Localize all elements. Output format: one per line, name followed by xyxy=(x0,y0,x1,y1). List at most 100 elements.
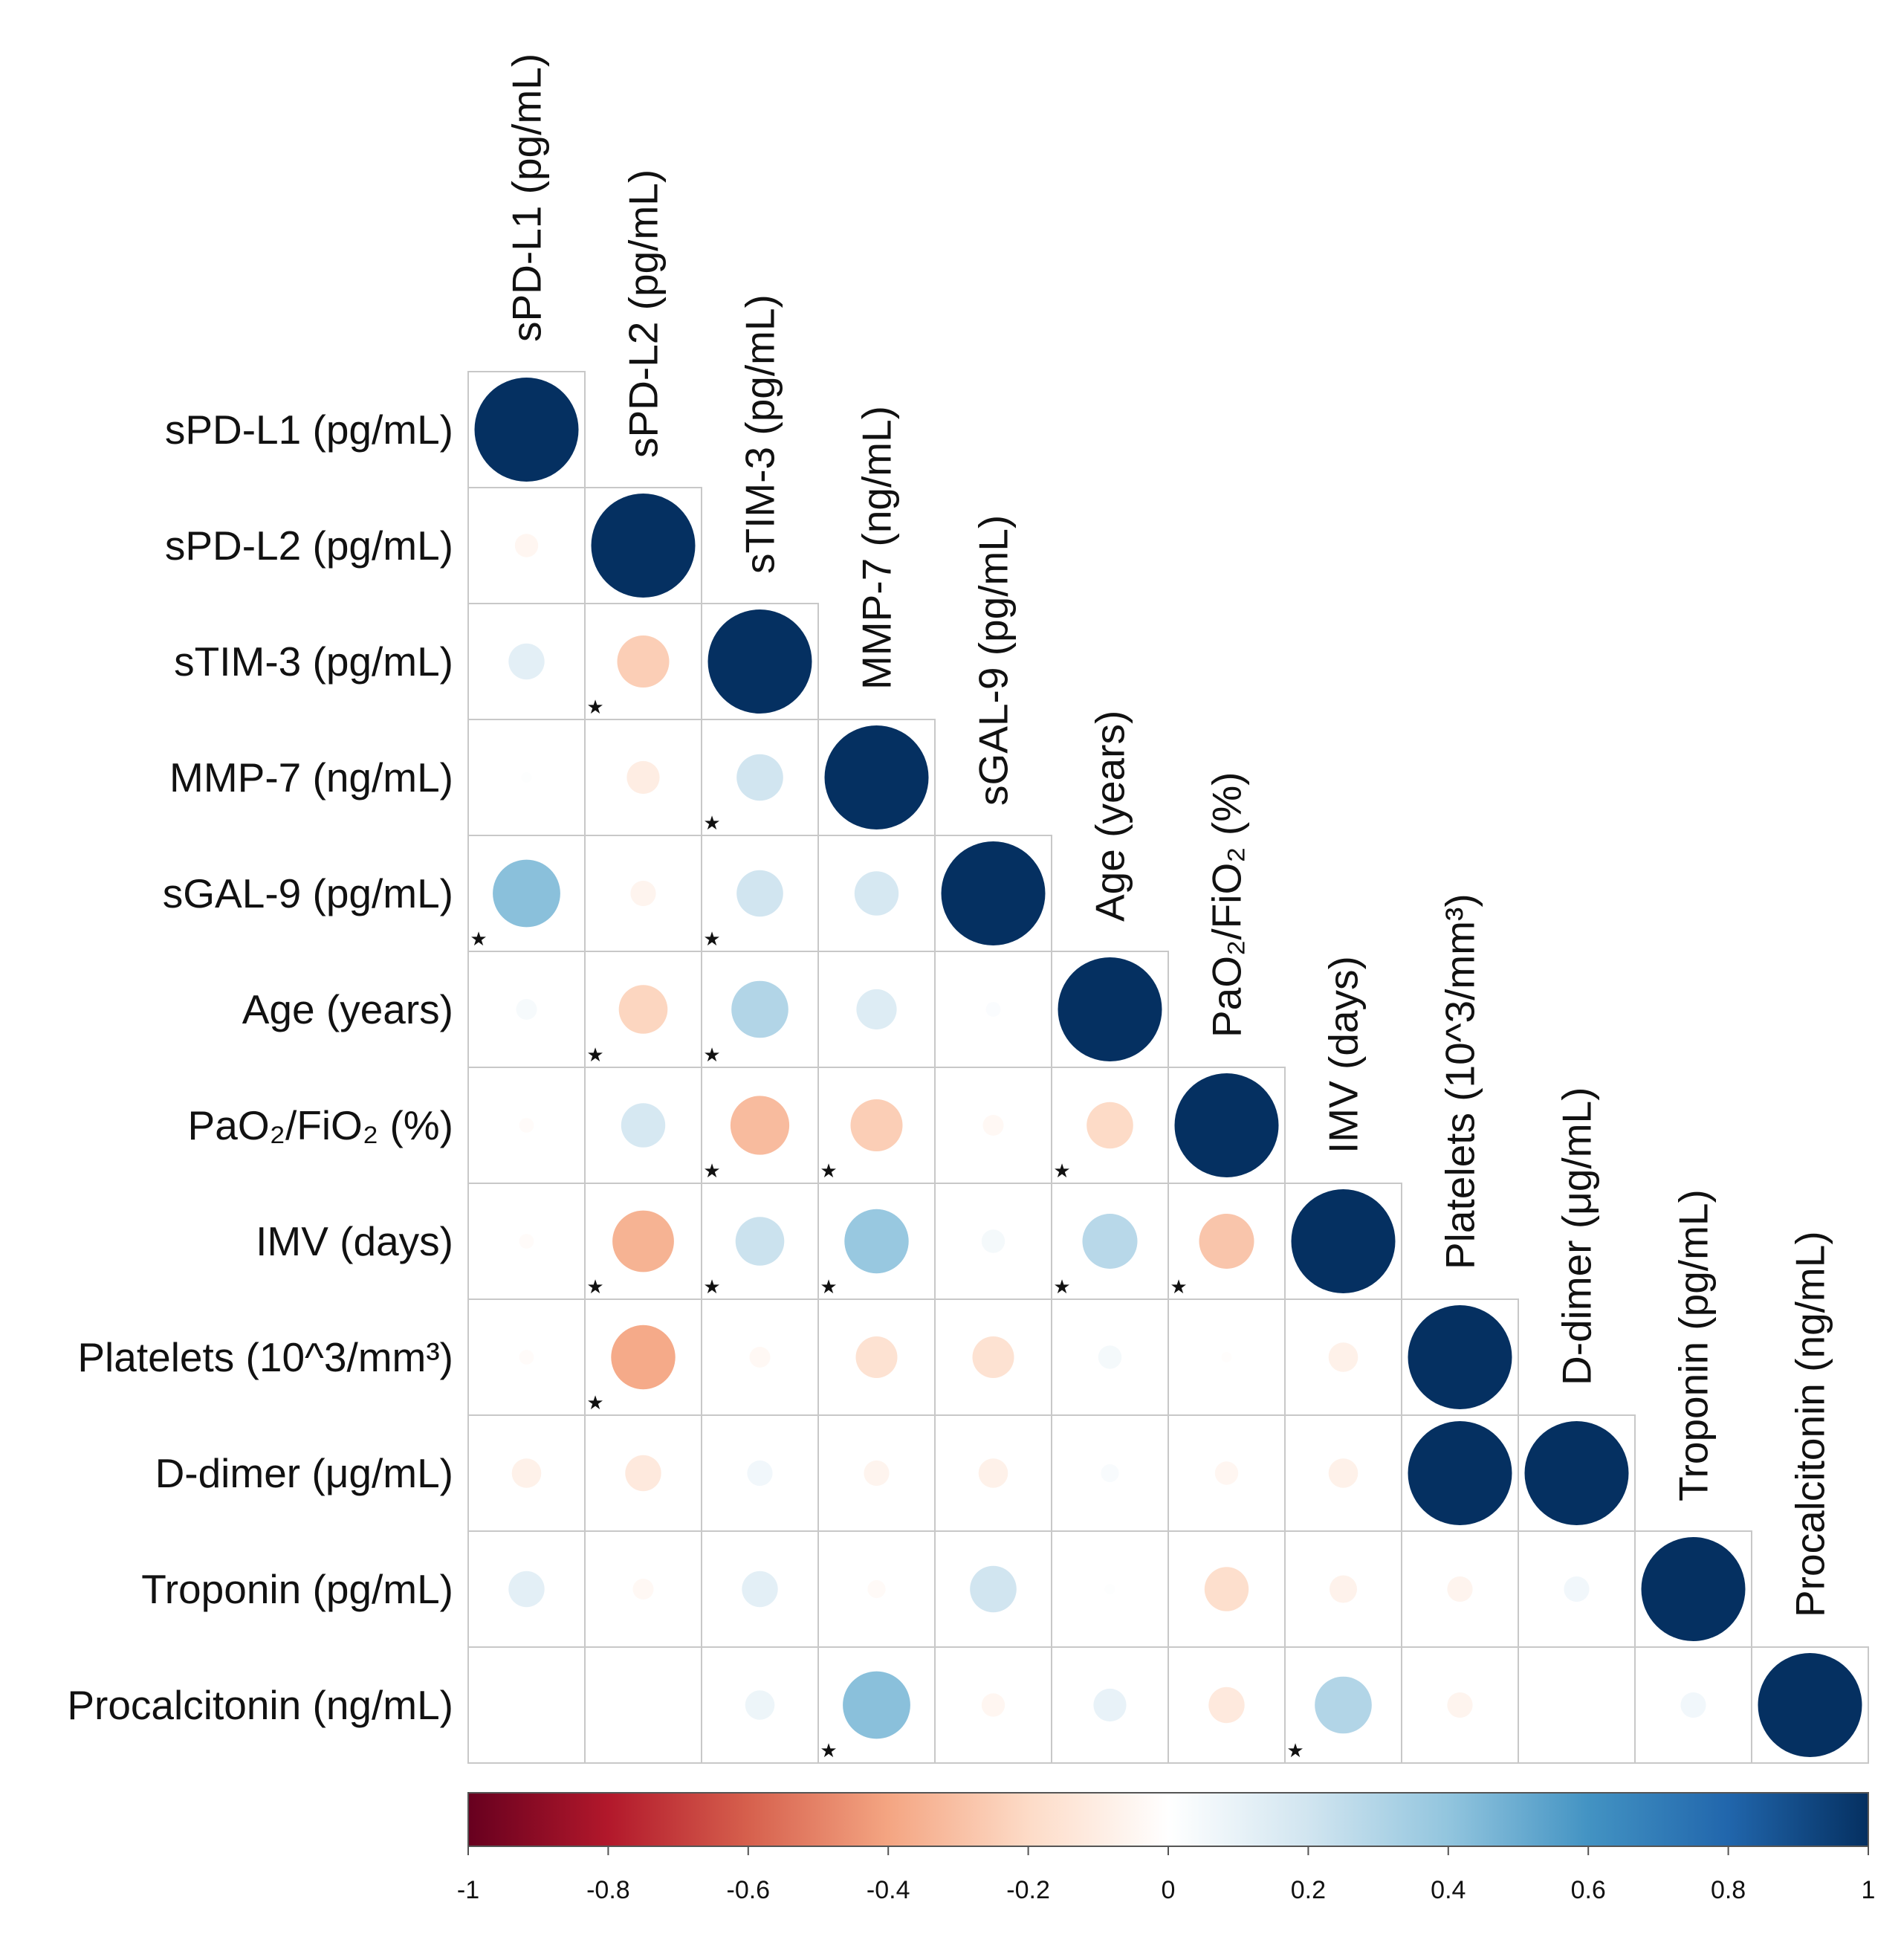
colorbar: -1 -0.8 -0.6 -0.4 -0.2 0 0.2 0.4 0.6 0.8 1 xyxy=(457,1792,1875,1904)
correlation-mark xyxy=(707,609,812,714)
correlation-mark xyxy=(1328,1458,1358,1488)
correlation-mark xyxy=(730,1096,790,1155)
column-label: sPD-L2 (pg/mL) xyxy=(621,169,667,458)
correlation-mark xyxy=(508,1571,545,1608)
correlation-mark xyxy=(972,1336,1014,1378)
column-label: D-dimer (μg/mL) xyxy=(1554,1087,1600,1385)
correlation-mark xyxy=(1408,1421,1512,1525)
correlation-mark xyxy=(1058,957,1162,1061)
correlation-mark xyxy=(1199,1214,1254,1269)
correlation-mark xyxy=(1098,1345,1122,1369)
correlation-mark xyxy=(591,494,696,598)
significance-star: ★ xyxy=(1053,1160,1070,1183)
correlation-mark xyxy=(1204,1567,1249,1611)
colorbar-tick-label: -1 xyxy=(457,1876,479,1904)
column-label: sPD-L1 (pg/mL) xyxy=(504,54,550,342)
correlation-mark xyxy=(1315,1676,1372,1734)
correlation-mark xyxy=(1680,1692,1706,1718)
correlation-mark xyxy=(1408,1305,1512,1409)
correlation-mark xyxy=(736,870,783,917)
column-label: Troponin (pg/mL) xyxy=(1671,1189,1717,1501)
correlation-mark xyxy=(514,534,539,557)
row-label: sTIM-3 (pg/mL) xyxy=(174,638,453,685)
correlation-mark xyxy=(735,1217,785,1266)
correlation-mark xyxy=(493,859,560,928)
correlation-mark xyxy=(621,1103,666,1148)
correlation-mark xyxy=(981,1693,1005,1717)
column-label: sTIM-3 (pg/mL) xyxy=(737,294,783,574)
correlation-mark xyxy=(1104,1584,1115,1594)
row-label: sPD-L2 (pg/mL) xyxy=(165,523,453,569)
correlation-mark xyxy=(1214,1461,1239,1485)
correlation-mark xyxy=(982,1115,1004,1136)
correlation-mark xyxy=(1447,1576,1473,1602)
colorbar-tick-label: 0 xyxy=(1162,1876,1176,1904)
row-label: IMV (days) xyxy=(256,1218,453,1264)
row-label: Troponin (pg/mL) xyxy=(141,1566,453,1612)
colorbar-tick-label: 0.6 xyxy=(1571,1876,1606,1904)
column-label: Age (years) xyxy=(1087,711,1133,922)
colorbar-tick-label: 0.8 xyxy=(1711,1876,1746,1904)
column-label: Procalcitonin (ng/mL) xyxy=(1787,1231,1833,1617)
column-label: sGAL-9 (pg/mL) xyxy=(971,515,1017,806)
correlation-mark xyxy=(1093,1688,1127,1722)
colorbar-tick-label: -0.6 xyxy=(727,1876,771,1904)
correlation-mark xyxy=(1086,1102,1133,1149)
correlation-mark xyxy=(747,1460,773,1487)
correlation-mark xyxy=(970,1565,1017,1613)
correlation-mark xyxy=(618,985,668,1034)
row-label: PaO₂/FiO₂ (%) xyxy=(188,1102,453,1148)
significance-star: ★ xyxy=(586,1044,603,1067)
significance-star: ★ xyxy=(703,1160,720,1183)
correlation-mark xyxy=(1174,1073,1279,1177)
correlation-mark xyxy=(519,1234,534,1249)
grid-cell xyxy=(467,1646,586,1764)
correlation-mark xyxy=(1101,1463,1119,1483)
correlation-mark xyxy=(736,754,783,801)
correlation-mark xyxy=(519,1350,534,1365)
correlation-mark xyxy=(749,1347,771,1368)
correlation-mark xyxy=(521,772,532,783)
correlation-mark xyxy=(511,1458,542,1488)
significance-star: ★ xyxy=(586,696,603,719)
significance-star: ★ xyxy=(1286,1740,1304,1762)
significance-star: ★ xyxy=(820,1276,837,1298)
column-label: Platelets (10^3/mm³) xyxy=(1437,893,1483,1270)
significance-star: ★ xyxy=(703,812,720,835)
correlation-mark xyxy=(1208,1686,1245,1724)
correlation-mark xyxy=(630,880,656,907)
variable-labels: sPD-L1 (pg/mL) sPD-L1 (pg/mL) sPD-L2 (pg/m… xyxy=(67,54,1833,1728)
correlation-circles xyxy=(474,378,1862,1757)
correlation-mark xyxy=(854,871,899,916)
correlation-mark xyxy=(843,1671,910,1739)
significance-star: ★ xyxy=(1053,1276,1070,1298)
correlation-mark xyxy=(1291,1189,1396,1293)
correlation-mark xyxy=(864,1460,890,1487)
correlation-mark xyxy=(1082,1214,1138,1269)
grid-cell xyxy=(1751,1646,1869,1764)
correlation-mark xyxy=(1524,1421,1629,1525)
significance-star: ★ xyxy=(1170,1276,1187,1298)
correlation-mark xyxy=(981,1229,1005,1253)
colorbar-gradient xyxy=(467,1792,1869,1847)
correlation-mark xyxy=(1330,1575,1357,1603)
correlation-mark xyxy=(1447,1692,1473,1718)
row-label: Procalcitonin (ng/mL) xyxy=(67,1682,453,1728)
significance-star: ★ xyxy=(470,928,487,951)
colorbar-tick-label: 0.2 xyxy=(1291,1876,1326,1904)
correlation-mark xyxy=(731,980,788,1038)
correlation-mark xyxy=(856,989,897,1030)
correlation-mark xyxy=(745,1690,775,1720)
cell-grid xyxy=(467,371,1869,1764)
correlation-mark xyxy=(617,635,670,688)
colorbar-tick-label: -0.8 xyxy=(586,1876,630,1904)
significance-star: ★ xyxy=(703,1044,720,1067)
correlation-mark xyxy=(844,1209,909,1274)
grid-cell xyxy=(584,1646,702,1764)
row-label: D-dimer (μg/mL) xyxy=(155,1450,453,1496)
significance-star: ★ xyxy=(586,1392,603,1414)
correlation-mark xyxy=(867,1579,886,1599)
significance-star: ★ xyxy=(703,928,720,951)
correlation-mark xyxy=(850,1099,903,1151)
correlation-mark xyxy=(1221,1352,1232,1362)
